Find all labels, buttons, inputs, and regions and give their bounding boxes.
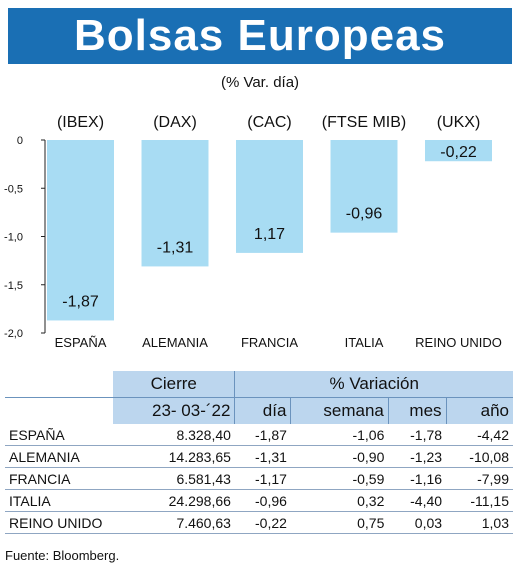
index-label: (UKX) xyxy=(437,114,481,131)
chart-subtitle: (% Var. día) xyxy=(220,74,300,91)
table-corner-cell xyxy=(5,371,113,398)
table-row: REINO UNIDO 7.460,63 -0,22 0,75 0,03 1,0… xyxy=(5,511,513,534)
cierre-cell: 14.283,65 xyxy=(113,445,235,468)
country-cell: FRANCIA xyxy=(5,467,113,490)
bar xyxy=(47,140,114,321)
mes-cell: -1,23 xyxy=(388,445,447,468)
value-label: -1,87 xyxy=(62,293,99,310)
mes-cell: -1,78 xyxy=(388,424,447,446)
category-label: FRANCIA xyxy=(241,335,298,350)
y-tick-label: -1,5 xyxy=(4,280,23,292)
semana-cell: -0,90 xyxy=(290,445,389,468)
category-label: ESPAÑA xyxy=(55,335,107,350)
bar xyxy=(141,140,209,267)
country-cell: REINO UNIDO xyxy=(5,511,113,534)
table-group-header-row: Cierre % Variación xyxy=(5,371,513,398)
semana-cell: 0,75 xyxy=(290,511,389,534)
category-label: ALEMANIA xyxy=(142,335,208,350)
country-cell: ESPAÑA xyxy=(5,424,113,446)
ano-cell: -10,08 xyxy=(446,445,513,468)
bar xyxy=(425,140,492,162)
country-cell: ALEMANIA xyxy=(5,445,113,468)
variacion-header: % Variación xyxy=(234,371,513,398)
cierre-cell: 24.298,66 xyxy=(113,489,235,512)
dia-cell: -1,31 xyxy=(234,445,291,468)
cierre-header: Cierre xyxy=(113,371,236,398)
col-header-semana: semana xyxy=(290,397,389,424)
col-header-dia: día xyxy=(234,397,292,424)
table-row: ALEMANIA 14.283,65 -1,31 -0,90 -1,23 -10… xyxy=(5,445,513,468)
cierre-cell: 8.328,40 xyxy=(113,424,235,446)
dia-cell: -1,17 xyxy=(234,467,291,490)
semana-cell: -0,59 xyxy=(290,467,389,490)
dia-cell: -0,22 xyxy=(234,511,291,534)
dia-cell: -1,87 xyxy=(234,424,291,446)
ano-cell: -11,15 xyxy=(446,489,513,512)
title-banner: Bolsas Europeas xyxy=(8,8,512,64)
table-column-header-row: 23- 03-´22 día semana mes año xyxy=(5,397,513,424)
category-label: ITALIA xyxy=(345,335,384,350)
value-label: -1,31 xyxy=(157,239,194,256)
value-label: 1,17 xyxy=(254,226,285,243)
dia-cell: -0,96 xyxy=(234,489,291,512)
mes-cell: -4,40 xyxy=(388,489,447,512)
table-row: ESPAÑA 8.328,40 -1,87 -1,06 -1,78 -4,42 xyxy=(5,424,513,446)
category-label: REINO UNIDO xyxy=(415,335,502,350)
semana-cell: -1,06 xyxy=(290,424,389,446)
table-row: ITALIA 24.298,66 -0,96 0,32 -4,40 -11,15 xyxy=(5,489,513,512)
col-header-mes: mes xyxy=(388,397,447,424)
ano-cell: -4,42 xyxy=(446,424,513,446)
y-tick-label: -1,0 xyxy=(4,232,23,244)
chart-title: Bolsas Europeas xyxy=(73,11,447,60)
cierre-cell: 6.581,43 xyxy=(113,467,235,490)
y-tick-label: -2,0 xyxy=(4,328,23,340)
semana-cell: 0,32 xyxy=(290,489,389,512)
y-tick-label: 0 xyxy=(17,135,23,147)
index-label: (DAX) xyxy=(153,114,197,131)
cierre-cell: 7.460,63 xyxy=(113,511,235,534)
index-label: (CAC) xyxy=(247,114,291,131)
value-label: -0,22 xyxy=(440,144,477,161)
bar-chart: 0 -0,5 -1,0 -1,5 -2,0 (IBEX) ESPAÑA -1,87 (DAX) A… xyxy=(4,114,502,350)
table-corner-cell-2 xyxy=(5,397,113,424)
mes-cell: -1,16 xyxy=(388,467,447,490)
bar xyxy=(330,140,398,233)
col-header-ano: año xyxy=(446,397,513,424)
markets-table: Cierre % Variación 23- 03-´22 día semana… xyxy=(5,371,513,534)
index-label: (FTSE MIB) xyxy=(322,114,406,131)
table-row: FRANCIA 6.581,43 -1,17 -0,59 -1,16 -7,99 xyxy=(5,467,513,490)
index-label: (IBEX) xyxy=(57,114,104,131)
col-header-date: 23- 03-´22 xyxy=(113,397,236,424)
country-cell: ITALIA xyxy=(5,489,113,512)
source-note: Fuente: Bloomberg. xyxy=(5,548,120,563)
ano-cell: 1,03 xyxy=(446,511,513,534)
bar xyxy=(236,140,303,253)
y-tick-label: -0,5 xyxy=(4,183,23,195)
value-label: -0,96 xyxy=(346,206,383,223)
mes-cell: 0,03 xyxy=(388,511,447,534)
ano-cell: -7,99 xyxy=(446,467,513,490)
